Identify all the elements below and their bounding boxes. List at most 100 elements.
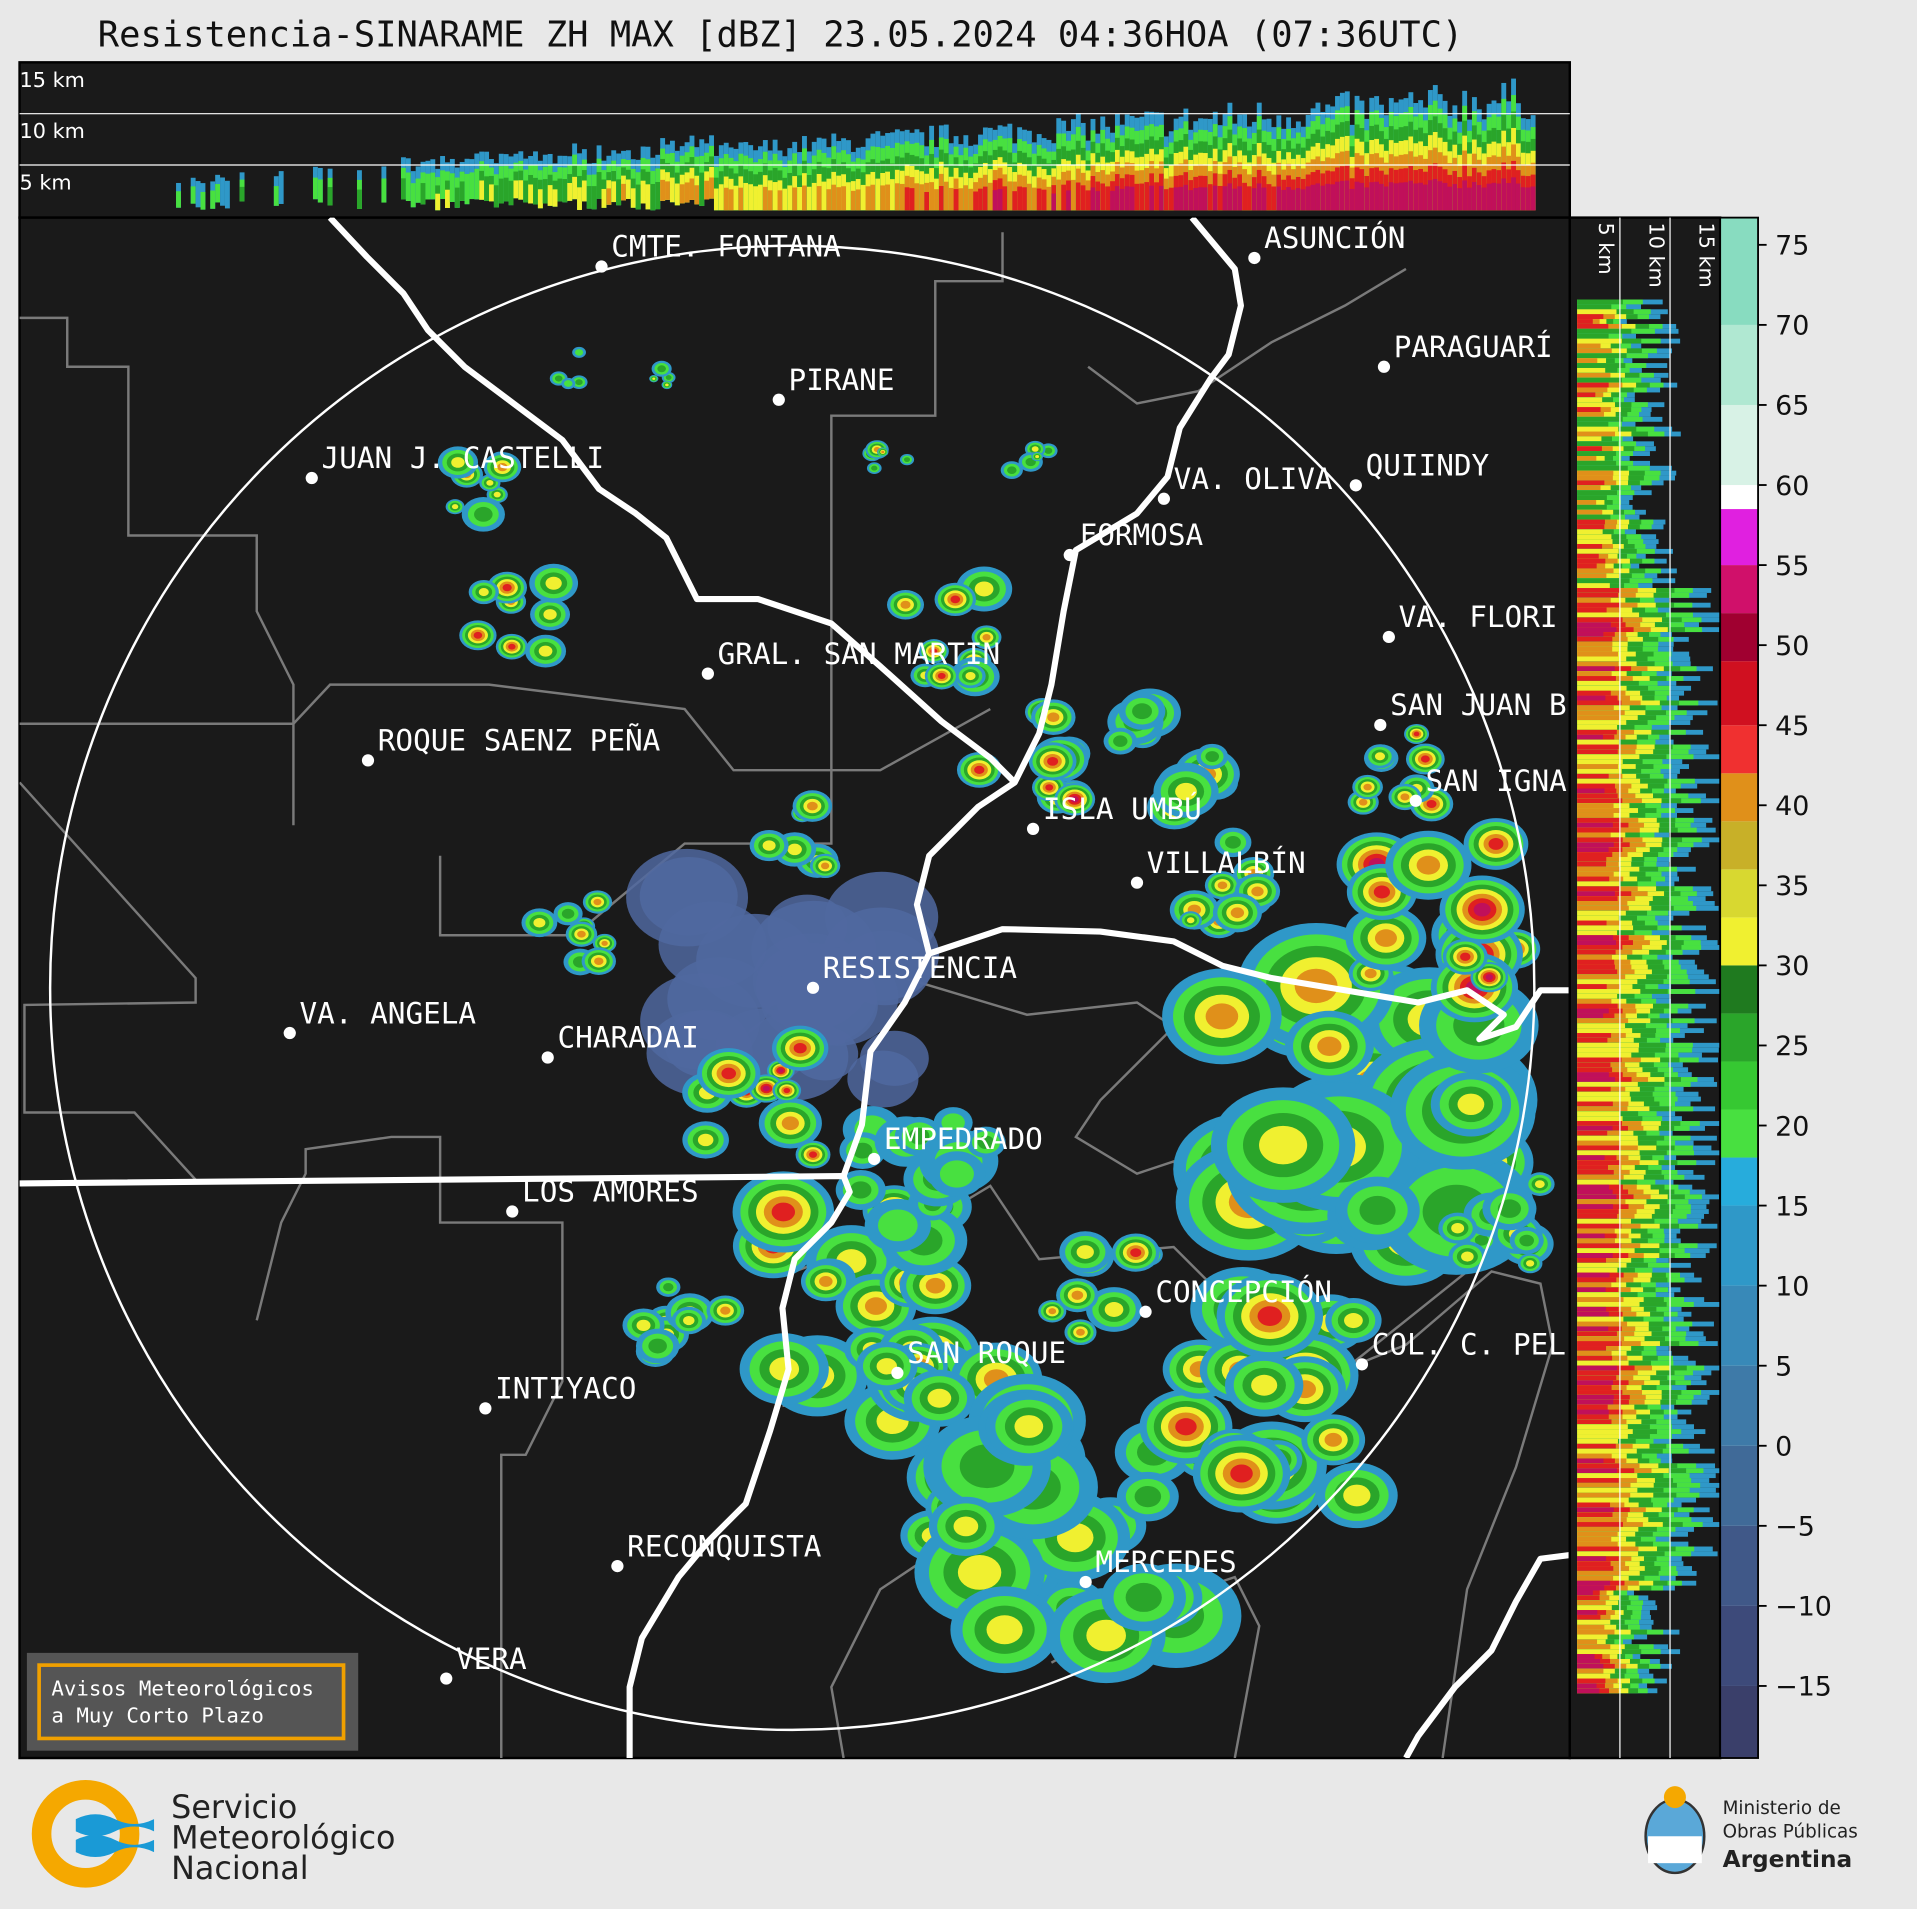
echo (1577, 1644, 1611, 1650)
echo (1457, 188, 1463, 211)
echo (674, 183, 680, 206)
echo (1577, 1629, 1615, 1635)
colorbar-band (1720, 509, 1759, 566)
echo (593, 898, 602, 906)
echo (1577, 1047, 1639, 1053)
echo (1577, 597, 1611, 603)
smn-logo: Servicio Meteorológico Nacional (31, 1780, 396, 1888)
echo (645, 184, 651, 210)
echo (1403, 182, 1409, 211)
echo (1497, 1199, 1522, 1218)
echo (498, 178, 504, 204)
echo (1473, 902, 1491, 917)
colorbar-tick-label: 40 (1775, 791, 1809, 822)
echo (1124, 186, 1130, 211)
echo (1256, 183, 1262, 211)
echo (914, 183, 920, 211)
city-label: RECONQUISTA (627, 1529, 822, 1563)
echo (1577, 857, 1607, 862)
echo (1577, 1013, 1604, 1019)
echo (415, 178, 421, 203)
colorbar-tick-label: 0 (1775, 1432, 1792, 1463)
echo (1577, 1561, 1611, 1567)
echo (1577, 969, 1618, 975)
echo (808, 1151, 818, 1158)
echo (1577, 1302, 1640, 1307)
echo (826, 189, 832, 211)
echo (850, 190, 856, 211)
border (19, 316, 295, 826)
echo (1577, 1125, 1613, 1131)
echo (1217, 185, 1223, 211)
echo (963, 185, 969, 211)
echo (1577, 993, 1618, 999)
echo (1577, 1512, 1613, 1518)
echo (1577, 1096, 1631, 1102)
echo (1577, 1507, 1614, 1513)
echo (1577, 876, 1610, 882)
echo (1461, 1251, 1474, 1262)
echo (720, 1306, 731, 1315)
echo (1132, 703, 1153, 720)
echo (927, 1388, 952, 1408)
echo (1577, 1448, 1637, 1454)
echo (1577, 1150, 1640, 1156)
echo (777, 964, 878, 1046)
echo (581, 180, 587, 202)
echo (435, 193, 441, 211)
colorbar-tick-label: 60 (1775, 471, 1809, 502)
echo (1045, 784, 1054, 791)
echo (543, 609, 557, 620)
city-dot (806, 981, 820, 994)
echo (1577, 1365, 1618, 1371)
echo (986, 1615, 1023, 1645)
cities: CMTE. FONTANA ASUNCIÓN PARAGUARÍ PIRANE JUAN… (283, 219, 1567, 1685)
echo (1577, 1394, 1614, 1400)
city-dot (479, 1402, 492, 1415)
echo (957, 1555, 1002, 1590)
echo (1577, 1497, 1629, 1503)
echo (562, 179, 568, 203)
echo (1175, 1418, 1197, 1436)
echo (200, 191, 206, 210)
echo (1577, 1267, 1618, 1273)
echo (1577, 436, 1602, 442)
radar-echoes (437, 346, 1555, 1684)
echo (1577, 397, 1603, 403)
echo (1577, 886, 1620, 892)
city-label: VERA (456, 1642, 527, 1676)
echo (1577, 1169, 1614, 1175)
echo (689, 178, 695, 200)
echo (1343, 1484, 1371, 1507)
echo (733, 185, 739, 211)
echo (1577, 588, 1620, 593)
echo (1577, 617, 1623, 623)
echo (718, 184, 724, 211)
echo (1577, 646, 1613, 652)
echo (1125, 1582, 1162, 1612)
echo (880, 185, 886, 211)
echo (1577, 387, 1608, 393)
echo (1300, 189, 1306, 211)
echo (1520, 187, 1526, 211)
echo (1577, 485, 1601, 491)
echo (1511, 177, 1516, 211)
echo (1577, 529, 1603, 535)
echo (1577, 896, 1618, 902)
echo (1418, 182, 1424, 211)
echo (1577, 612, 1640, 618)
echo (1207, 184, 1213, 211)
echo (1515, 183, 1521, 211)
colorbar-tick-label: 5 (1775, 1351, 1792, 1382)
echo (1577, 456, 1597, 461)
city-dot (595, 260, 608, 273)
city-dot (701, 667, 714, 680)
echo (1577, 460, 1617, 466)
echo (1577, 847, 1609, 853)
echo (224, 180, 230, 209)
echo (1577, 852, 1613, 858)
city-label: PIRANE (789, 363, 895, 397)
colorbar-tick-label: 50 (1775, 631, 1809, 662)
echo (1577, 372, 1611, 378)
river-border (840, 217, 1244, 1178)
